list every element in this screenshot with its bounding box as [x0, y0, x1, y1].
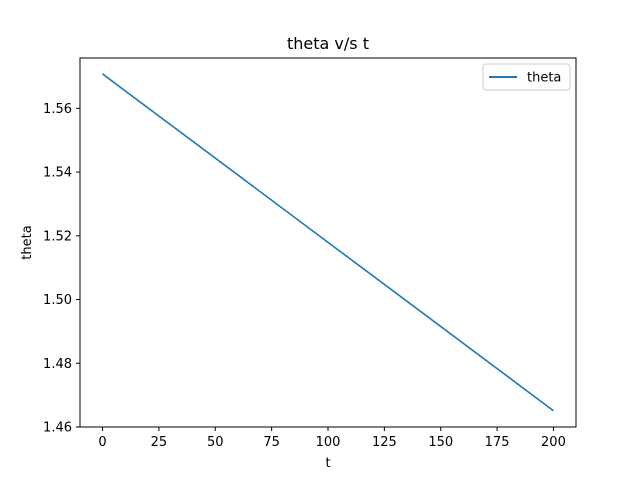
x-tick-label: 50 — [207, 435, 224, 450]
y-axis-label: theta — [20, 225, 35, 259]
x-tick-label: 0 — [98, 435, 106, 450]
x-tick-label: 25 — [151, 435, 168, 450]
x-tick-label: 150 — [428, 435, 453, 450]
series-line-theta — [102, 73, 554, 412]
y-tick-label: 1.46 — [43, 421, 72, 436]
y-axis-ticks: 1.46 1.48 1.50 1.52 1.54 1.56 — [43, 102, 80, 436]
y-tick-label: 1.56 — [43, 102, 72, 117]
legend-box — [482, 63, 571, 91]
x-axis-label: t — [325, 456, 330, 471]
y-tick-label: 1.48 — [43, 357, 72, 372]
legend: theta — [482, 63, 571, 91]
y-tick-label: 1.54 — [43, 166, 72, 181]
series-layer — [102, 73, 554, 412]
x-tick-label: 200 — [541, 435, 566, 450]
x-axis-ticks: 0 25 50 75 100 125 150 175 200 — [98, 427, 566, 450]
chart-title: theta v/s t — [287, 34, 369, 53]
y-tick-label: 1.52 — [43, 229, 72, 244]
y-tick-label: 1.50 — [43, 293, 72, 308]
x-tick-label: 125 — [372, 435, 397, 450]
legend-label-theta: theta — [527, 71, 561, 86]
x-tick-label: 75 — [263, 435, 280, 450]
x-tick-label: 175 — [485, 435, 510, 450]
x-tick-label: 100 — [316, 435, 341, 450]
